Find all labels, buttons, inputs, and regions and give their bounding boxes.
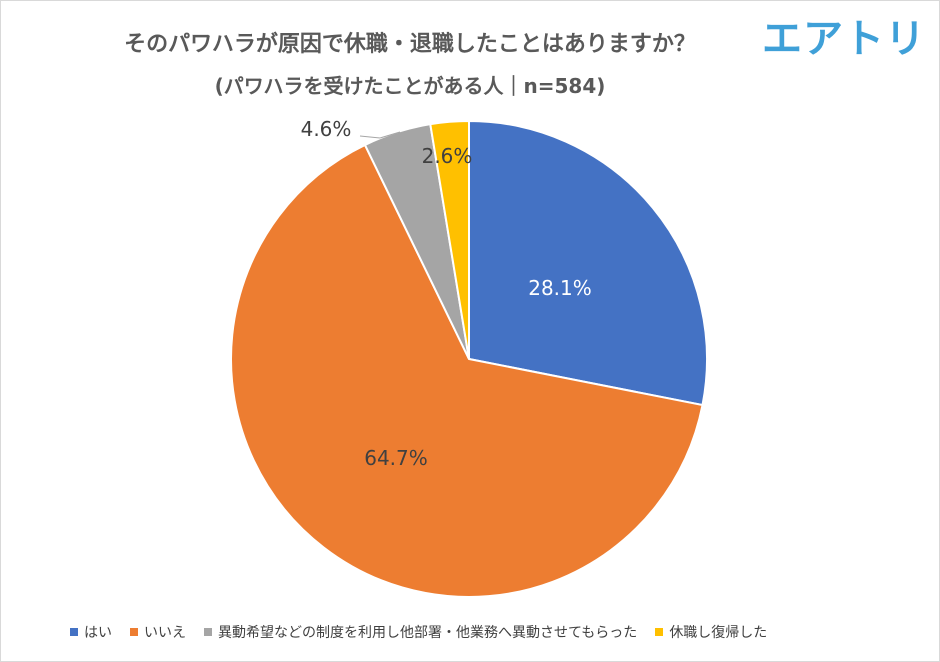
slice-data-label: 2.6%	[422, 144, 473, 168]
legend-item: 休職し復帰した	[655, 622, 767, 642]
legend-swatch	[655, 628, 664, 636]
slice-data-label: 28.1%	[528, 276, 592, 300]
legend-swatch	[130, 628, 138, 636]
pie-slice	[230, 143, 704, 598]
legend-item: いいえ	[130, 622, 186, 642]
slice-data-label: 4.6%	[301, 117, 352, 141]
pie-slice	[429, 119, 470, 360]
legend-swatch	[204, 628, 212, 636]
chart-legend: はい いいえ 異動希望などの制度を利用し他部署・他業務へ異動させてもらった 休職し復帰…	[70, 622, 767, 642]
legend-label: はい	[84, 625, 112, 641]
legend-item: 異動希望などの制度を利用し他部署・他業務へ異動させてもらった	[204, 622, 637, 642]
leader-line	[359, 131, 401, 139]
brand-logo: エアトリ	[762, 16, 926, 62]
chart-subtitle: (パワハラを受けたことがある人｜n=584)	[214, 74, 606, 98]
legend-item: はい	[70, 622, 112, 642]
legend-label: 休職し復帰した	[669, 625, 768, 641]
legend-label: いいえ	[144, 625, 186, 641]
legend-swatch	[70, 628, 78, 636]
legend-label: 異動希望などの制度を利用し他部署・他業務へ異動させてもらった	[218, 625, 638, 641]
pie-slice	[468, 119, 708, 407]
chart-title: そのパワハラが原因で休職・退職したことはありますか？	[124, 32, 696, 57]
slice-data-label: 64.7%	[364, 446, 428, 470]
